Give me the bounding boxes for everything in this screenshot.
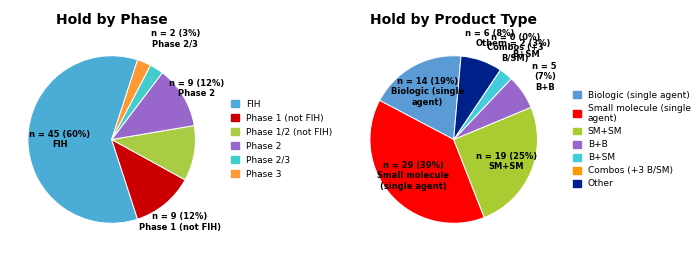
Text: n = 2 (3%)
Phase 3: n = 2 (3%) Phase 3 [0,278,1,279]
Wedge shape [112,60,151,140]
Wedge shape [112,73,194,140]
Text: n = 0 (0%)
Combos (+3
B/SM): n = 0 (0%) Combos (+3 B/SM) [487,33,544,62]
Wedge shape [370,100,484,223]
Wedge shape [454,56,500,140]
Wedge shape [454,107,537,218]
Legend: FIH, Phase 1 (not FIH), Phase 1/2 (not FIH), Phase 2, Phase 2/3, Phase 3: FIH, Phase 1 (not FIH), Phase 1/2 (not F… [231,100,332,179]
Wedge shape [454,70,511,140]
Text: n = 5
(7%)
B+B: n = 5 (7%) B+B [533,62,557,92]
Wedge shape [112,140,185,219]
Wedge shape [380,56,461,140]
Text: n = 6 (8%)
Other: n = 6 (8%) Other [465,29,514,48]
Wedge shape [454,79,531,140]
Wedge shape [454,70,500,140]
Title: Hold by Phase: Hold by Phase [56,13,168,27]
Title: Hold by Product Type: Hold by Product Type [370,13,537,27]
Text: n = 8 (11%)
Phase 1/2 (not
FIH): n = 8 (11%) Phase 1/2 (not FIH) [0,278,1,279]
Wedge shape [28,56,138,223]
Wedge shape [112,126,195,180]
Text: n = 29 (39%)
Small molecule
(single agent): n = 29 (39%) Small molecule (single agen… [377,161,449,191]
Text: n = 2 (3%)
B+SM: n = 2 (3%) B+SM [501,39,551,59]
Text: n = 2 (3%)
Phase 2/3: n = 2 (3%) Phase 2/3 [151,29,200,49]
Text: n = 45 (60%)
FIH: n = 45 (60%) FIH [29,130,90,149]
Legend: Biologic (single agent), Small molecule (single
agent), SM+SM, B+B, B+SM, Combos: Biologic (single agent), Small molecule … [573,91,691,188]
Text: n = 9 (12%)
Phase 2: n = 9 (12%) Phase 2 [169,79,224,98]
Text: n = 9 (12%)
Phase 1 (not FIH): n = 9 (12%) Phase 1 (not FIH) [139,212,221,232]
Text: n = 19 (25%)
SM+SM: n = 19 (25%) SM+SM [475,152,537,172]
Text: n = 14 (19%)
Biologic (single
agent): n = 14 (19%) Biologic (single agent) [391,77,464,107]
Wedge shape [112,65,163,140]
